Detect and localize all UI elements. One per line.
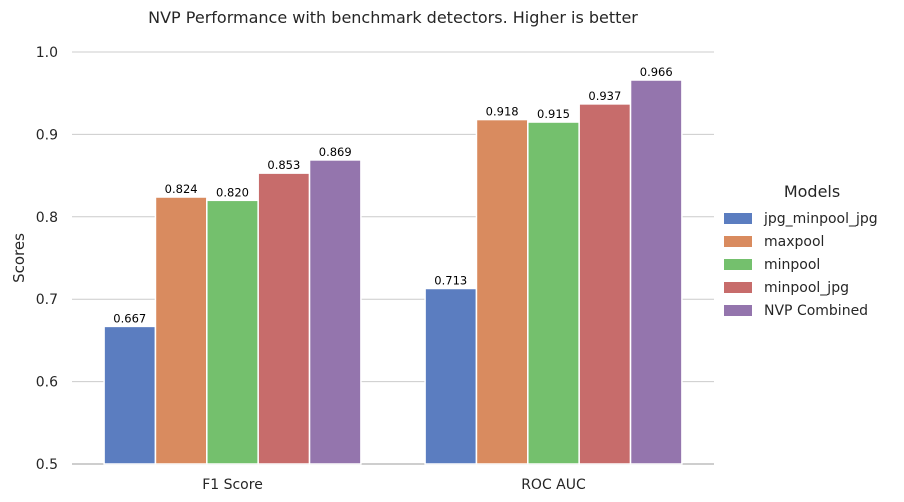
bar: [257, 172, 311, 465]
bar: [578, 103, 632, 465]
bar: [629, 79, 683, 465]
x-tick-label: ROC AUC: [521, 477, 586, 493]
bars: [103, 79, 683, 465]
y-axis-label: Scores: [10, 233, 28, 283]
bar-value-label: 0.713: [434, 273, 467, 287]
bar: [206, 199, 259, 465]
bar: [308, 159, 362, 465]
legend-label: minpool_jpg: [764, 279, 849, 296]
legend-label: jpg_minpool_jpg: [764, 210, 878, 227]
bar: [103, 325, 157, 465]
bar-value-label: 0.918: [486, 105, 519, 119]
legend-item: minpool: [724, 253, 900, 276]
y-tick-label: 0.8: [36, 210, 58, 226]
bar: [475, 118, 529, 465]
legend-label: maxpool: [764, 233, 825, 250]
y-tick-label: 0.6: [36, 375, 58, 391]
legend-title: Models: [783, 182, 841, 201]
legend-swatch: [724, 213, 752, 224]
legend-label: minpool: [764, 256, 821, 273]
bar: [154, 196, 208, 465]
bar: [527, 121, 580, 465]
legend-swatch: [724, 305, 752, 316]
legend-label: NVP Combined: [764, 302, 869, 319]
bar-value-label: 0.966: [640, 65, 673, 79]
legend-item: minpool_jpg: [724, 276, 900, 299]
legend-item: maxpool: [724, 230, 900, 253]
legend-swatch: [724, 282, 752, 293]
legend-item: jpg_minpool_jpg: [724, 207, 900, 230]
bar-value-label: 0.853: [267, 158, 300, 172]
tick-labels: 0.5 0.6 0.7 0.8 0.9 1.0 F1 Score ROC AUC: [36, 45, 586, 493]
y-tick-label: 1.0: [36, 45, 58, 61]
bar-value-label: 0.869: [319, 145, 352, 159]
x-tick-label: F1 Score: [202, 477, 263, 493]
legend-swatch: [724, 236, 752, 247]
legend-item: NVP Combined: [724, 299, 900, 322]
data-labels: 0.667 0.824 0.820 0.853 0.869 0.713 0.918 0.915…: [113, 65, 672, 325]
legend-swatch: [724, 259, 752, 270]
bar-value-label: 0.820: [216, 185, 249, 199]
chart-title: NVP Performance with benchmark detectors…: [148, 8, 638, 27]
y-tick-label: 0.5: [36, 457, 58, 473]
bar-value-label: 0.937: [588, 89, 621, 103]
bar-value-label: 0.824: [165, 182, 198, 196]
bar: [424, 287, 478, 465]
y-tick-label: 0.7: [36, 292, 58, 308]
bar-value-label: 0.915: [537, 107, 570, 121]
bar-value-label: 0.667: [113, 311, 146, 325]
y-tick-label: 0.9: [36, 127, 58, 143]
